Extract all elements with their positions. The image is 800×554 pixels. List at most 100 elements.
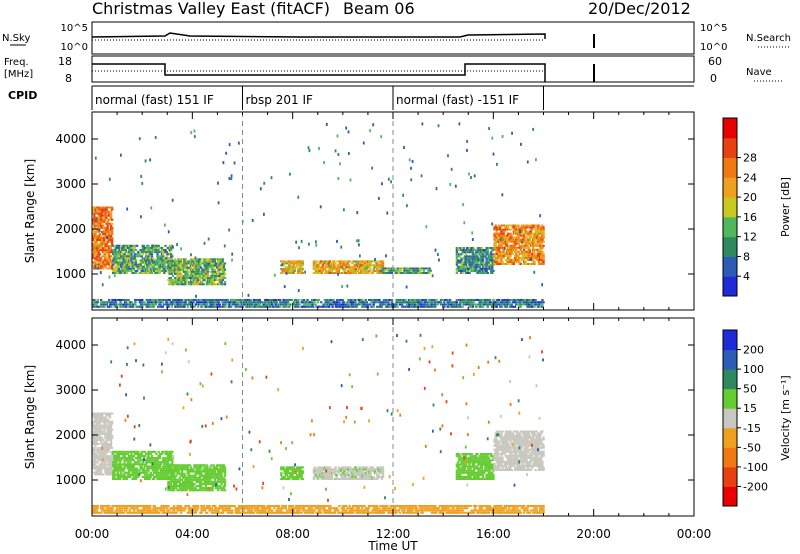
data-cell: [479, 255, 483, 258]
data-cell: [130, 454, 133, 458]
data-cell: [171, 459, 174, 462]
data-cell: [536, 242, 540, 245]
data-cell: [198, 283, 202, 286]
data-cell: [99, 473, 103, 476]
data-cell: [408, 271, 412, 274]
noise-cell: [228, 177, 231, 181]
data-cell: [93, 430, 96, 433]
data-cell: [100, 449, 104, 452]
data-cell: [467, 267, 470, 270]
data-cell: [110, 241, 114, 244]
data-cell: [489, 253, 493, 256]
data-cell: [95, 212, 98, 215]
data-cell: [124, 450, 127, 453]
data-cell: [290, 262, 293, 265]
data-cell: [385, 303, 388, 306]
noise-cell: [492, 152, 495, 156]
data-cell: [192, 468, 195, 471]
data-cell: [497, 248, 501, 251]
data-cell: [414, 301, 418, 304]
data-cell: [99, 247, 103, 250]
data-cell: [98, 449, 102, 452]
data-cell: [143, 465, 147, 468]
data-cell: [197, 489, 201, 492]
noise-cell: [357, 239, 360, 243]
data-cell: [199, 303, 202, 306]
data-cell: [497, 301, 501, 304]
data-cell: [361, 262, 364, 265]
data-cell: [102, 206, 105, 209]
data-cell: [540, 258, 543, 261]
data-cell: [105, 436, 108, 439]
data-cell: [221, 260, 224, 263]
data-cell: [282, 264, 285, 267]
data-cell: [179, 485, 183, 488]
data-cell: [200, 466, 203, 469]
data-cell: [169, 482, 172, 486]
data-cell: [204, 480, 207, 483]
data-cell: [96, 424, 99, 427]
data-cell: [160, 257, 164, 260]
data-cell: [95, 257, 98, 260]
data-cell: [192, 476, 195, 479]
data-cell: [479, 251, 483, 254]
data-cell: [108, 422, 112, 425]
data-cell: [104, 461, 107, 464]
data-cell: [306, 298, 309, 301]
data-cell: [308, 303, 312, 306]
data-cell: [510, 260, 513, 263]
data-cell: [430, 298, 434, 301]
data-cell: [530, 228, 534, 231]
data-cell: [106, 469, 109, 472]
data-cell: [179, 301, 183, 304]
data-cell: [519, 262, 522, 265]
data-cell: [103, 239, 106, 242]
noise-cell: [149, 158, 152, 162]
data-cell: [526, 258, 529, 261]
data-cell: [105, 243, 108, 246]
data-cell: [129, 457, 132, 460]
data-cell: [156, 469, 159, 472]
data-cell: [110, 447, 114, 450]
data-cell: [169, 246, 173, 249]
noise-cell: [307, 146, 310, 150]
data-cell: [143, 301, 146, 304]
data-cell: [385, 305, 388, 308]
data-cell: [130, 259, 133, 262]
data-cell: [110, 239, 114, 242]
data-cell: [109, 467, 113, 470]
data-cell: [211, 279, 214, 282]
data-cell: [297, 298, 300, 301]
data-cell: [284, 303, 288, 306]
data-cell: [524, 242, 527, 245]
data-cell: [100, 436, 104, 439]
data-cell: [510, 303, 513, 306]
data-cell: [100, 465, 104, 468]
data-cell: [94, 305, 97, 308]
data-cell: [513, 230, 517, 233]
noise-cell: [539, 214, 542, 218]
data-cell: [103, 220, 106, 223]
data-cell: [168, 251, 172, 254]
data-cell: [455, 267, 459, 270]
data-cell: [535, 238, 538, 241]
data-cell: [373, 301, 377, 304]
data-cell: [488, 301, 492, 304]
data-cell: [542, 262, 545, 265]
data-cell: [459, 247, 462, 250]
noise-cell: [318, 146, 320, 150]
data-cell: [159, 298, 162, 301]
data-cell: [464, 257, 468, 260]
noise-cell: [410, 178, 413, 182]
data-cell: [127, 298, 130, 301]
data-cell: [112, 244, 115, 247]
data-cell: [135, 244, 139, 247]
data-cell: [110, 228, 114, 231]
data-cell: [229, 303, 233, 306]
data-cell: [542, 234, 545, 237]
data-cell: [510, 298, 513, 301]
data-cell: [218, 283, 221, 286]
data-cell: [168, 480, 171, 483]
data-cell: [94, 261, 97, 264]
